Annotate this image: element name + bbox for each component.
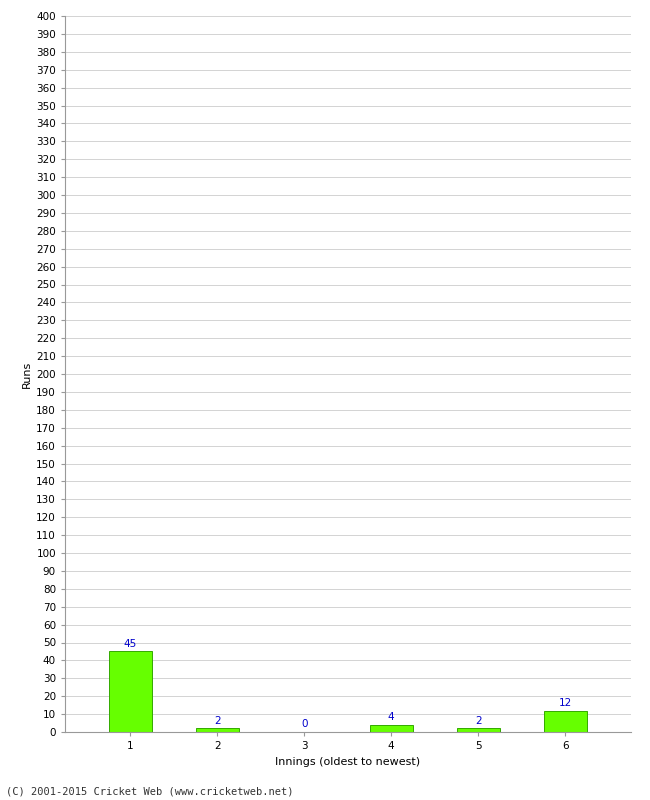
Text: 12: 12 [558,698,572,708]
Text: (C) 2001-2015 Cricket Web (www.cricketweb.net): (C) 2001-2015 Cricket Web (www.cricketwe… [6,786,294,796]
X-axis label: Innings (oldest to newest): Innings (oldest to newest) [275,757,421,766]
Bar [109,651,152,732]
Text: 2: 2 [475,716,482,726]
Text: 45: 45 [124,638,137,649]
Bar [196,729,239,732]
Bar [456,729,500,732]
Text: 0: 0 [301,719,307,730]
Bar [369,725,413,732]
Text: 2: 2 [214,716,220,726]
Bar [543,710,587,732]
Text: 4: 4 [388,712,395,722]
Y-axis label: Runs: Runs [22,360,32,388]
